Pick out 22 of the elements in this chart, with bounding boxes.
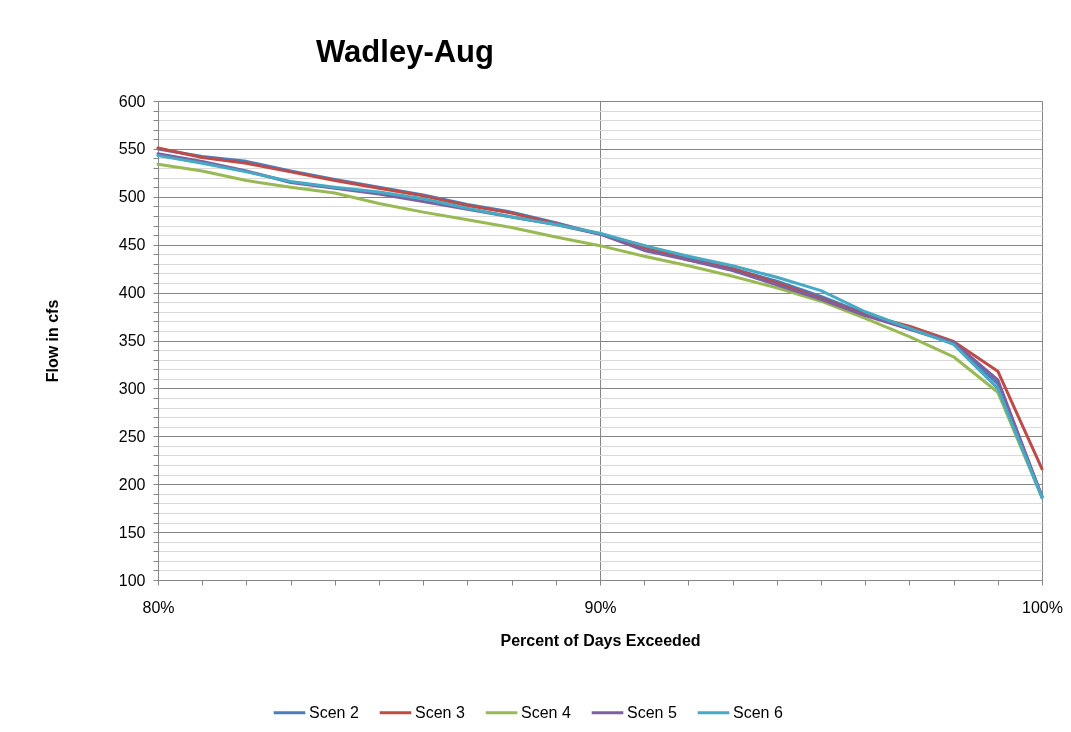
y-tick-label: 550	[118, 140, 146, 158]
legend-label: Scen 3	[415, 703, 465, 721]
y-tick-label: 250	[118, 427, 146, 445]
y-tick-label: 200	[118, 475, 146, 493]
legend-label: Scen 2	[309, 703, 359, 721]
x-tick-label: 100%	[1022, 598, 1063, 616]
y-axis-title: Flow in cfs	[43, 299, 61, 383]
legend-label: Scen 6	[733, 703, 783, 721]
x-axis-title: Percent of Days Exceeded	[500, 631, 701, 649]
y-tick-label: 150	[118, 523, 146, 541]
y-tick-label: 350	[118, 332, 146, 349]
y-tick-label: 500	[118, 188, 146, 206]
legend-label: Scen 4	[521, 703, 571, 721]
y-tick-label: 400	[118, 284, 146, 302]
legend-label: Scen 5	[627, 703, 677, 721]
x-tick-label: 90%	[584, 598, 617, 616]
x-tick-label: 80%	[142, 598, 175, 616]
y-tick-label: 300	[118, 379, 146, 397]
y-tick-label: 600	[118, 92, 146, 110]
chart-title: Wadley-Aug	[316, 34, 494, 69]
y-tick-label: 450	[118, 236, 146, 254]
y-tick-label: 100	[118, 571, 146, 589]
